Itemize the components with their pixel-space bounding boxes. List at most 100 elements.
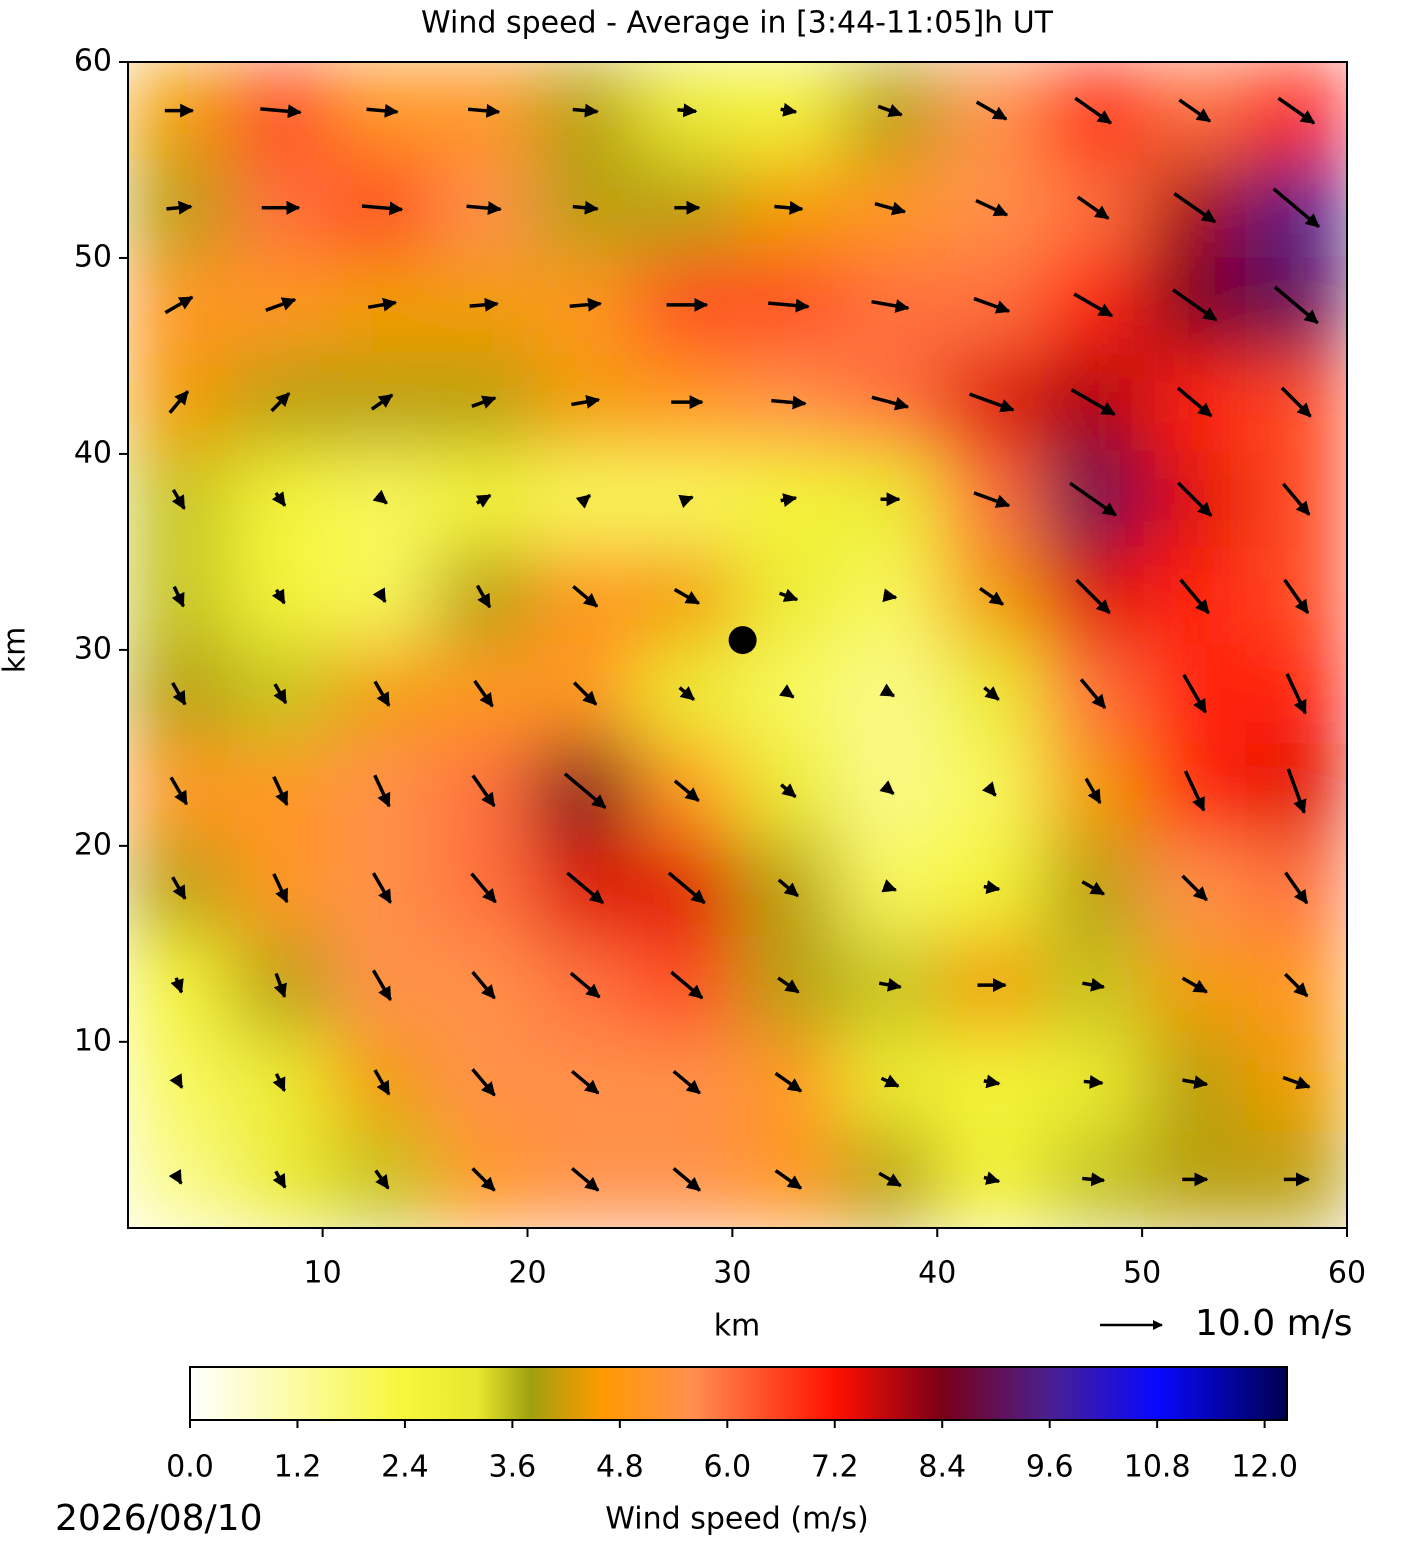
wind-arrow xyxy=(170,977,184,994)
wind-arrow xyxy=(1281,482,1311,516)
wind-arrow xyxy=(983,880,1001,894)
colorbar-tick-label: 0.0 xyxy=(166,1450,214,1485)
wind-arrow xyxy=(168,1169,183,1185)
y-tick-label: 40 xyxy=(74,435,112,470)
colorbar-label: Wind speed (m/s) xyxy=(605,1502,868,1537)
wind-arrow xyxy=(981,781,997,797)
wind-arrow xyxy=(168,390,190,414)
wind-arrow xyxy=(371,872,392,904)
wind-arrow xyxy=(471,1068,496,1097)
colorbar-tick-label: 1.2 xyxy=(274,1450,322,1485)
quiver-key-label: 10.0 m/s xyxy=(1195,1303,1353,1344)
wind-arrow xyxy=(572,200,599,215)
wind-arrow xyxy=(1076,195,1110,220)
wind-arrow xyxy=(777,976,800,994)
wind-arrow xyxy=(1273,285,1319,325)
wind-arrow xyxy=(874,201,907,216)
x-tick-label: 20 xyxy=(508,1256,546,1291)
wind-arrow xyxy=(475,584,492,609)
wind-arrow xyxy=(877,103,903,118)
wind-arrow xyxy=(670,970,704,1000)
wind-arrow xyxy=(1286,768,1307,814)
wind-arrow xyxy=(273,683,288,705)
colorbar-tick-label: 7.2 xyxy=(811,1450,859,1485)
wind-arrow xyxy=(1083,1074,1104,1089)
wind-arrow xyxy=(467,103,501,118)
wind-arrow xyxy=(171,488,186,510)
x-tick-label: 50 xyxy=(1123,1256,1161,1291)
date: 2026/08/10 xyxy=(55,1498,263,1539)
wind-arrow xyxy=(373,774,391,808)
wind-arrow xyxy=(366,103,399,118)
wind-arrow xyxy=(1073,292,1114,318)
x-tick-label: 10 xyxy=(304,1256,342,1291)
wind-arrow xyxy=(983,686,1000,701)
wind-arrow xyxy=(673,587,701,605)
wind-arrow xyxy=(371,969,392,1002)
wind-arrow xyxy=(983,1074,1001,1089)
wind-arrow xyxy=(470,872,497,904)
wind-arrow xyxy=(570,1167,600,1192)
wind-arrow xyxy=(973,491,1011,508)
y-tick-label: 20 xyxy=(74,827,112,862)
wind-arrow xyxy=(569,971,601,999)
wind-arrow xyxy=(879,780,895,796)
colorbar-tick-label: 9.6 xyxy=(1026,1450,1074,1485)
wind-arrow xyxy=(572,681,598,706)
wind-arrow xyxy=(566,871,605,905)
wind-arrow xyxy=(471,774,496,808)
wind-arrow xyxy=(667,871,706,905)
wind-arrow xyxy=(372,587,387,603)
wind-arrow xyxy=(771,395,807,410)
wind-arrow xyxy=(780,102,798,117)
colorbar xyxy=(189,1366,1288,1421)
wind-arrow xyxy=(373,680,391,707)
wind-arrow xyxy=(169,1073,184,1089)
wind-arrow xyxy=(1081,880,1105,896)
wind-arrow xyxy=(265,297,297,312)
wind-arrow xyxy=(171,585,185,608)
wind-arrow xyxy=(672,1167,701,1192)
wind-arrow xyxy=(475,493,492,508)
wind-arrow xyxy=(1283,578,1310,615)
wind-arrow xyxy=(572,585,599,608)
wind-arrow xyxy=(1084,777,1102,805)
wind-arrow xyxy=(1183,770,1206,812)
wind-arrow xyxy=(1173,192,1217,224)
wind-arrow xyxy=(466,201,502,216)
wind-arrow xyxy=(473,679,494,708)
x-tick-label: 30 xyxy=(713,1256,751,1291)
wind-arrow xyxy=(1069,481,1118,517)
wind-arrow xyxy=(260,104,302,119)
wind-arrow xyxy=(171,876,187,900)
wind-arrow xyxy=(975,198,1009,217)
wind-arrow xyxy=(569,297,602,312)
wind-arrow xyxy=(678,494,694,509)
wind-arrow xyxy=(1277,96,1316,125)
wind-arrow xyxy=(975,100,1008,121)
wind-arrow xyxy=(571,394,601,409)
colorbar-tick-label: 8.4 xyxy=(918,1450,966,1485)
wind-arrow xyxy=(1181,874,1208,902)
wind-arrow xyxy=(677,103,698,118)
colorbar-tick-label: 4.8 xyxy=(596,1450,644,1485)
wind-arrow xyxy=(879,683,896,698)
wind-arrow xyxy=(881,879,898,893)
wind-arrow xyxy=(166,200,193,215)
wind-arrow xyxy=(1181,976,1208,994)
wind-arrow xyxy=(1285,673,1307,715)
wind-arrow xyxy=(774,1169,803,1190)
colorbar-tick-label: 12.0 xyxy=(1231,1450,1298,1485)
wind-arrow xyxy=(774,1071,803,1093)
wind-arrow xyxy=(1074,96,1112,125)
wind-arrow xyxy=(370,393,394,411)
wind-arrow xyxy=(1272,187,1320,229)
wind-arrow xyxy=(1079,678,1107,709)
wind-arrow xyxy=(778,588,799,602)
wind-arrow xyxy=(374,1169,390,1190)
wind-arrow xyxy=(1082,1172,1106,1187)
wind-arrow xyxy=(871,299,910,313)
wind-arrow xyxy=(1178,98,1212,123)
